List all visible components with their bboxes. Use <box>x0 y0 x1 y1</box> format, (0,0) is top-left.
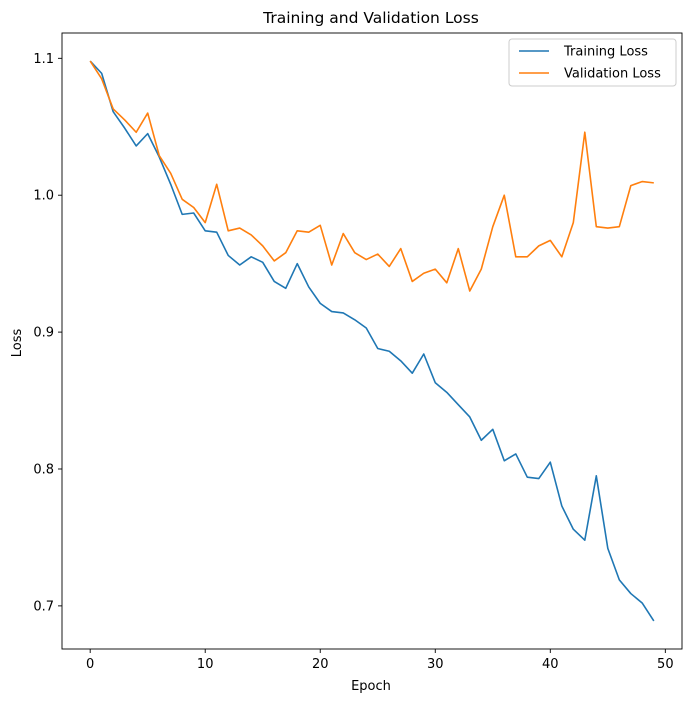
x-tick-label: 50 <box>657 657 674 672</box>
y-axis-title: Loss <box>10 329 25 358</box>
series-line-training <box>89 60 655 622</box>
x-tick-label: 40 <box>542 657 559 672</box>
y-tick-label: 0.8 <box>33 462 54 477</box>
plot-lines <box>89 60 655 622</box>
series-line-validation <box>89 60 654 292</box>
y-axis: 0.7 0.8 0.9 1.0 1.1 <box>33 52 62 614</box>
chart-title: Training and Validation Loss <box>262 9 479 27</box>
plot-frame <box>61 32 683 650</box>
legend-label: Validation Loss <box>564 67 661 82</box>
x-tick-label: 0 <box>86 657 94 672</box>
legend-box <box>508 38 677 87</box>
y-tick-label: 0.7 <box>33 599 54 614</box>
legend: Training Loss Validation Loss <box>508 38 677 87</box>
x-axis: 0 10 20 30 40 50 <box>86 649 674 672</box>
legend-label: Training Loss <box>563 45 648 60</box>
x-tick-label: 10 <box>197 657 214 672</box>
y-tick-label: 1.0 <box>33 189 54 204</box>
x-axis-title: Epoch <box>351 679 391 694</box>
x-tick-label: 30 <box>427 657 444 672</box>
y-tick-label: 1.1 <box>33 52 54 67</box>
y-tick-label: 0.9 <box>33 326 54 341</box>
x-tick-label: 20 <box>312 657 329 672</box>
